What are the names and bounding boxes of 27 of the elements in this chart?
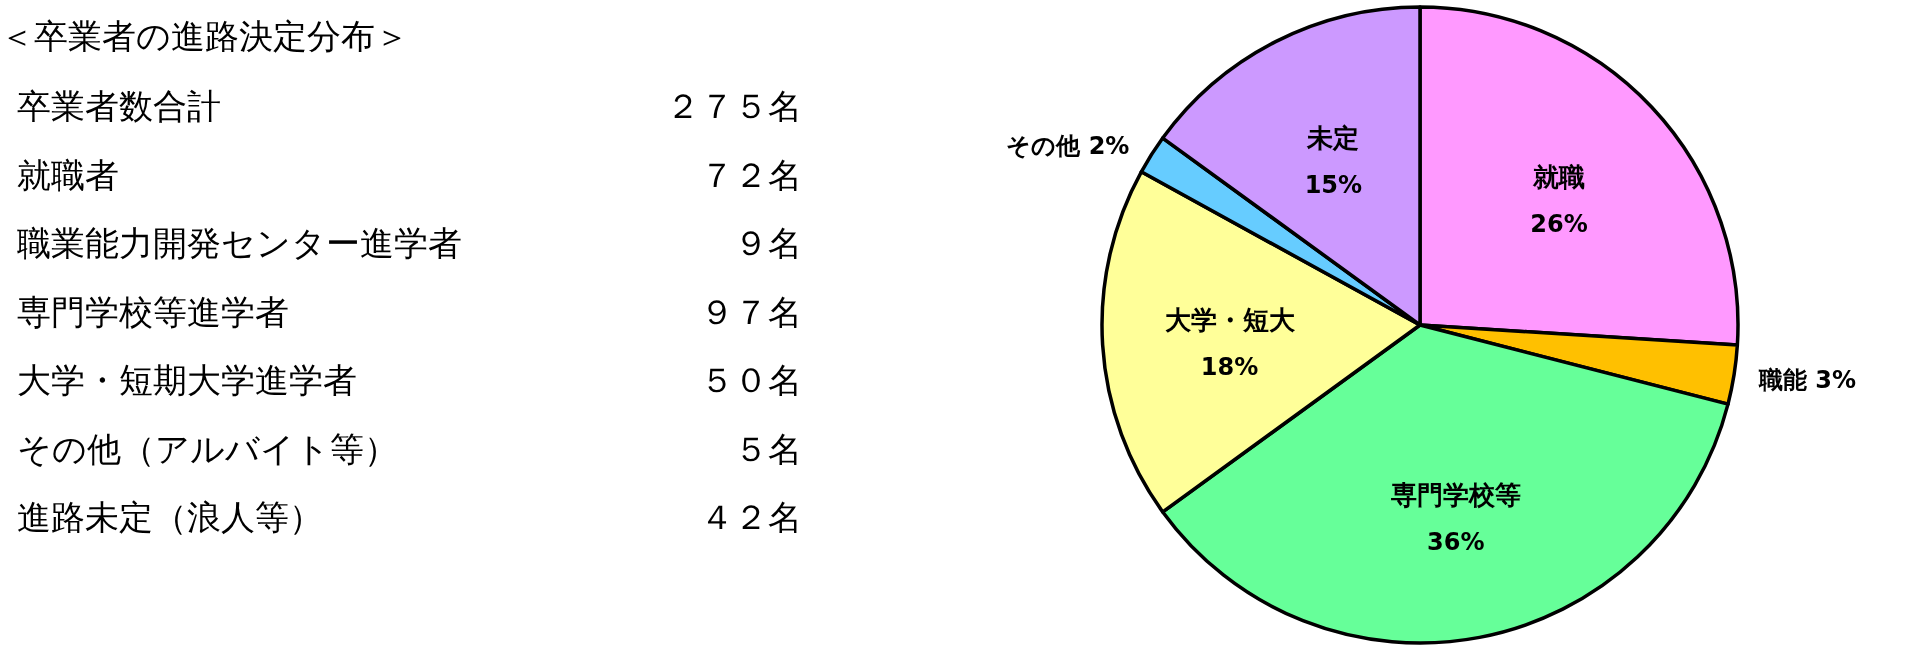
category-label: 専門学校等進学者: [17, 291, 289, 332]
category-label: 進路未定（浪人等）: [17, 497, 323, 537]
data-label: 18%: [1200, 352, 1259, 381]
slice-label: 大学・短大: [1164, 304, 1296, 335]
data-label: ４２名: [700, 497, 802, 537]
slice-label: 未定: [1306, 123, 1360, 153]
category-label: 就職者: [17, 154, 119, 195]
data-label: 36%: [1427, 528, 1485, 557]
data-label: ９名: [734, 223, 802, 263]
data-label: ５０名: [700, 360, 802, 400]
category-label: 職業能力開発センター進学者: [17, 223, 462, 263]
data-label: 26%: [1530, 210, 1588, 239]
data-label: ５名: [734, 428, 802, 469]
data-label: 2%: [1088, 132, 1130, 161]
slice-label: その他: [1006, 132, 1089, 161]
slice-label: 専門学校等: [1389, 480, 1521, 511]
data-label: 3%: [1815, 365, 1857, 394]
data-label: ２７５名: [666, 86, 802, 126]
data-label: ９７名: [700, 291, 802, 332]
category-label: その他（アルバイト等）: [17, 428, 398, 469]
slice-label: 就職: [1532, 162, 1586, 193]
data-label: ７２名: [700, 154, 802, 195]
category-label: 卒業者数合計: [17, 86, 221, 126]
slice-label: 職能: [1757, 365, 1816, 394]
category-label: 大学・短期大学進学者: [17, 360, 357, 400]
title: ＜卒業者の進路決定分布＞: [0, 16, 409, 56]
data-label: 15%: [1304, 171, 1363, 199]
